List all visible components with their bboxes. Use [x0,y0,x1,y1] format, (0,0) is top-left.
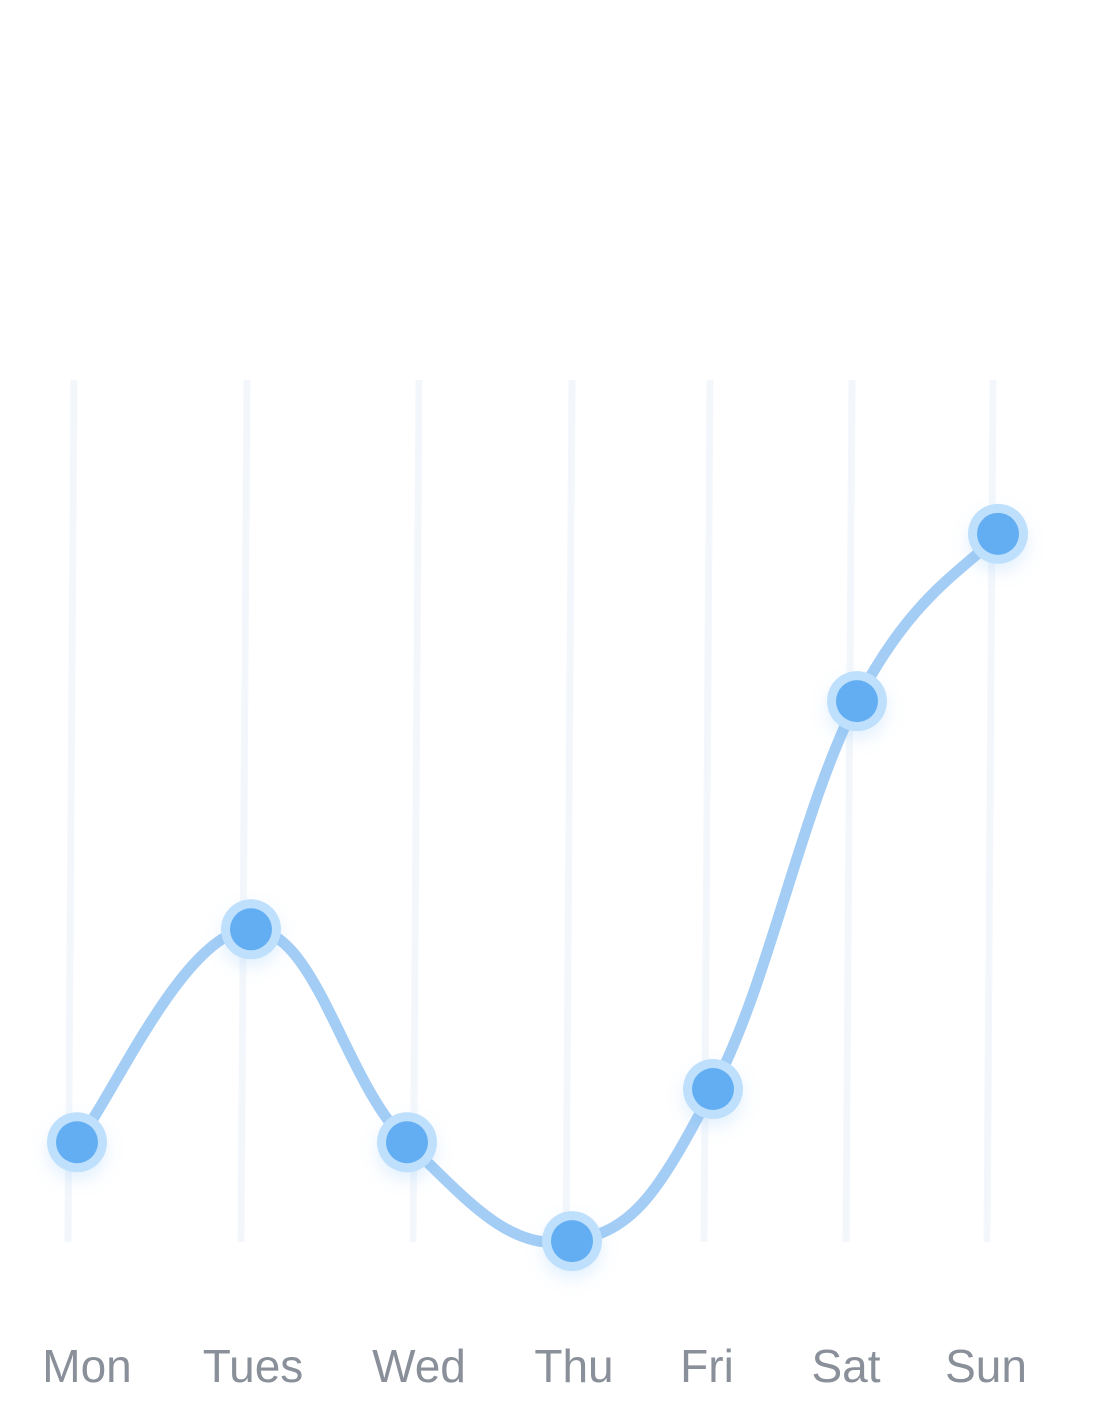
data-point-tues[interactable] [221,899,281,960]
data-point-sat[interactable] [827,671,887,732]
data-point-dot [551,1220,593,1263]
data-point-dot [692,1067,734,1110]
data-point-mon[interactable] [47,1112,107,1173]
x-tick-label-sun: Sun [945,1340,1027,1392]
grid-line-thu [562,379,576,1243]
grid-line-mon [64,379,78,1243]
series-line-group [71,528,1004,1248]
x-axis-labels: Mon Tues Wed Thu Fri Sat Sun [42,1340,1027,1392]
data-point-fri[interactable] [683,1058,743,1119]
x-tick-label-wed: Wed [372,1340,466,1392]
data-point-dot [836,680,878,723]
data-point-dot [230,908,272,951]
x-tick-label-tues: Tues [203,1340,304,1392]
grid-line-sat [842,379,856,1243]
data-point-dot [386,1121,428,1164]
x-tick-label-sat: Sat [811,1340,880,1392]
data-point-sun[interactable] [968,503,1028,564]
data-point-thu[interactable] [542,1211,602,1272]
data-point-dot [56,1121,98,1164]
data-points [47,503,1028,1272]
grid-line-tues [237,379,251,1243]
x-tick-label-fri: Fri [680,1340,734,1392]
data-point-wed[interactable] [377,1112,437,1173]
x-tick-label-mon: Mon [42,1340,131,1392]
grid-line-wed [409,379,423,1243]
data-point-dot [977,512,1019,555]
grid-lines [64,379,997,1243]
series-line [71,528,1004,1248]
x-tick-label-thu: Thu [534,1340,613,1392]
